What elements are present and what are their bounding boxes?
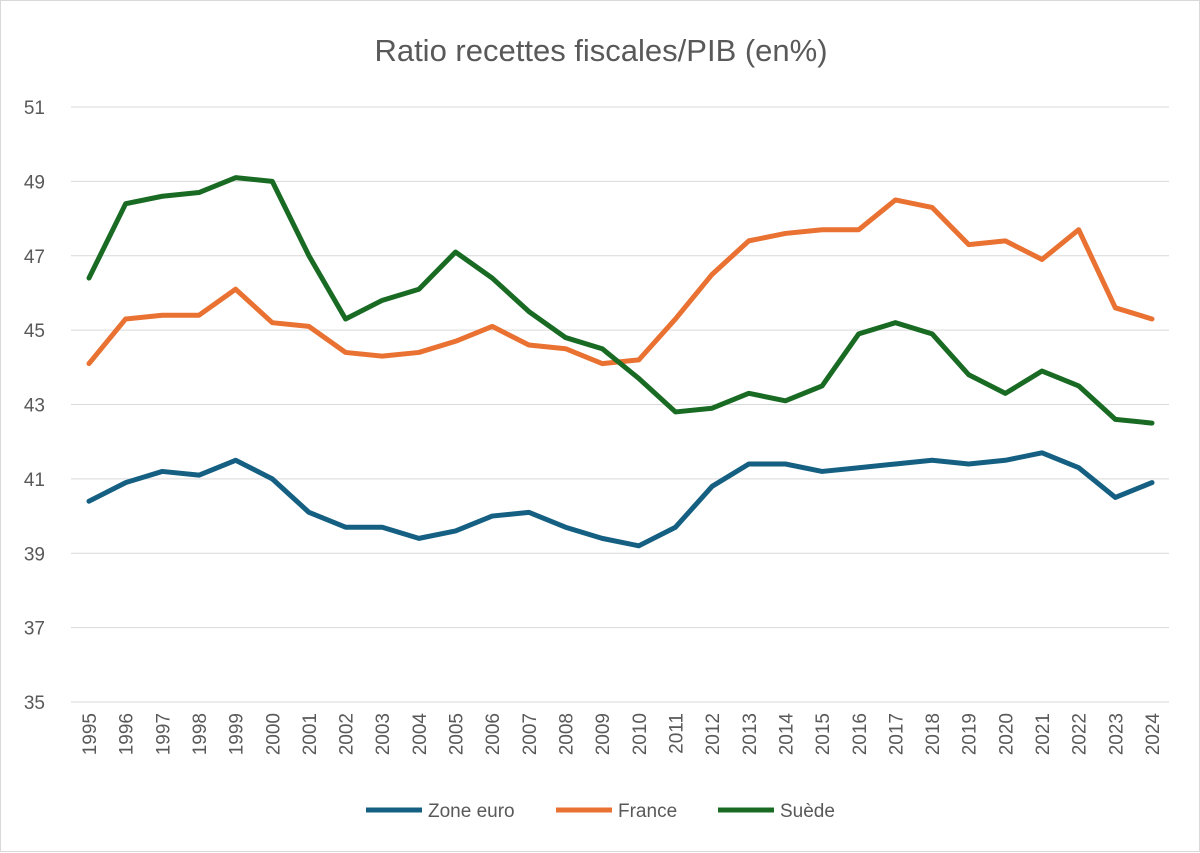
series-line-france (86, 197, 1155, 367)
x-tick-label: 2011 (666, 713, 687, 754)
y-tick-label: 49 (24, 172, 45, 193)
x-tick-label: 2017 (886, 713, 907, 755)
x-tick-label: 2014 (776, 713, 797, 756)
x-tick-label: 2004 (410, 713, 431, 756)
y-tick-label: 35 (24, 693, 45, 714)
legend-label: Zone euro (428, 801, 515, 822)
x-tick-label: 2013 (740, 713, 761, 755)
x-tick-label: 1998 (190, 713, 211, 755)
y-tick-label: 51 (24, 98, 45, 119)
legend-label: France (618, 801, 677, 822)
x-tick-label: 2018 (923, 713, 944, 755)
x-tick-label: 2005 (447, 713, 468, 755)
x-tick-label: 2006 (483, 713, 504, 755)
x-tick-label: 2001 (300, 713, 321, 755)
x-tick-label: 2020 (996, 713, 1017, 755)
x-tick-label: 2003 (373, 713, 394, 755)
legend-item: Zone euro (366, 801, 515, 822)
x-tick-label: 2015 (813, 713, 834, 755)
series-line-suède (86, 175, 1155, 426)
x-tick-label: 2002 (337, 713, 358, 755)
y-tick-label: 41 (24, 470, 45, 491)
chart-title: Ratio recettes fiscales/PIB (en%) (374, 33, 827, 68)
x-tick-label: 2007 (520, 713, 541, 755)
y-tick-label: 39 (24, 544, 45, 565)
y-tick-label: 45 (24, 321, 45, 342)
legend-item: France (556, 801, 677, 822)
x-tick-label: 1995 (80, 713, 101, 755)
x-tick-label: 2021 (1033, 713, 1054, 755)
x-tick-label: 2000 (263, 713, 284, 755)
y-tick-label: 43 (24, 396, 45, 417)
legend-label: Suède (780, 801, 835, 822)
x-tick-label: 2016 (850, 713, 871, 755)
x-tick-label: 2019 (960, 713, 981, 755)
x-tick-label: 2024 (1143, 713, 1164, 756)
x-tick-label: 2010 (630, 713, 651, 755)
x-tick-label: 2012 (703, 713, 724, 755)
x-tick-label: 1997 (153, 713, 174, 755)
series-line-zone-euro (86, 450, 1155, 549)
x-tick-label: 2008 (557, 713, 578, 755)
x-tick-label: 1999 (227, 713, 248, 755)
legend-item: Suède (718, 801, 835, 822)
x-tick-label: 1996 (117, 713, 138, 755)
x-tick-label: 2023 (1106, 713, 1127, 755)
x-tick-label: 2022 (1070, 713, 1091, 755)
y-tick-label: 47 (24, 247, 45, 268)
x-tick-label: 2009 (593, 713, 614, 755)
y-tick-label: 37 (24, 619, 45, 640)
